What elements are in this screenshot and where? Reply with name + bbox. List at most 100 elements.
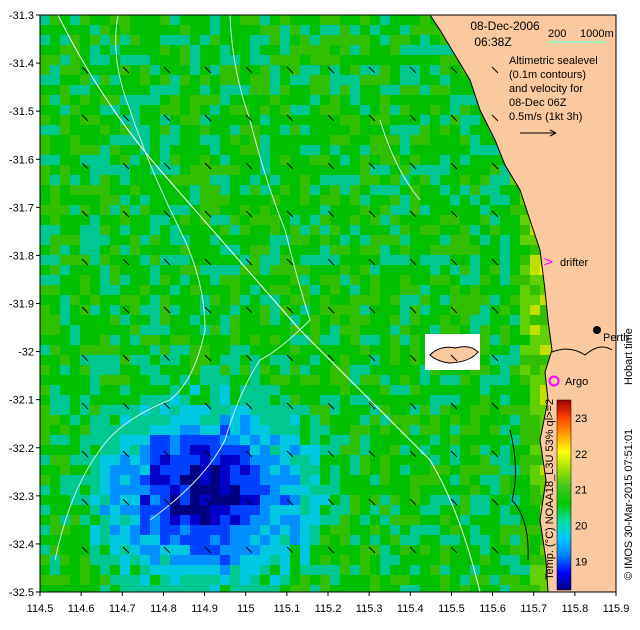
sst-cell bbox=[190, 35, 200, 45]
sst-cell bbox=[370, 575, 380, 585]
sst-cell bbox=[300, 315, 310, 325]
sst-cell bbox=[40, 575, 50, 585]
sst-cell bbox=[180, 495, 190, 505]
sst-cell bbox=[240, 365, 250, 375]
sst-cell bbox=[40, 485, 50, 495]
velocity-arrow bbox=[450, 162, 458, 170]
sst-cell bbox=[440, 465, 450, 475]
sst-cell bbox=[260, 415, 270, 425]
sst-cell bbox=[170, 105, 180, 115]
sst-cell bbox=[70, 545, 80, 555]
x-tick-label: 115.9 bbox=[603, 603, 630, 615]
sst-cell bbox=[430, 425, 440, 435]
sst-cell bbox=[200, 425, 210, 435]
sst-cell bbox=[300, 415, 310, 425]
sst-cell bbox=[60, 165, 70, 175]
sst-cell bbox=[490, 445, 500, 455]
sst-cell bbox=[380, 135, 390, 145]
sst-cell bbox=[370, 495, 380, 505]
sst-cell bbox=[340, 65, 350, 75]
sst-cell bbox=[90, 405, 100, 415]
sst-cell bbox=[440, 515, 450, 525]
sst-cell bbox=[240, 575, 250, 585]
sst-cell bbox=[450, 385, 460, 395]
sst-cell bbox=[400, 565, 410, 575]
sst-cell bbox=[320, 515, 330, 525]
sst-cell bbox=[240, 435, 250, 445]
sst-cell bbox=[50, 65, 60, 75]
sst-cell bbox=[170, 55, 180, 65]
sst-cell bbox=[250, 75, 260, 85]
sst-cell bbox=[140, 205, 150, 215]
sst-cell bbox=[390, 275, 400, 285]
sst-cell bbox=[530, 255, 540, 265]
sst-cell bbox=[530, 585, 540, 592]
sst-cell bbox=[200, 105, 210, 115]
sst-cell bbox=[310, 125, 320, 135]
sst-cell bbox=[270, 15, 280, 25]
sst-cell bbox=[60, 35, 70, 45]
sst-cell bbox=[500, 575, 510, 585]
sst-cell bbox=[80, 85, 90, 95]
sst-cell bbox=[420, 325, 430, 335]
sst-cell bbox=[70, 245, 80, 255]
sst-cell bbox=[470, 275, 480, 285]
sst-cell bbox=[480, 545, 490, 555]
sst-cell bbox=[60, 565, 70, 575]
sst-cell bbox=[450, 415, 460, 425]
sst-cell bbox=[60, 505, 70, 515]
sst-cell bbox=[140, 435, 150, 445]
sst-cell bbox=[80, 435, 90, 445]
sst-cell bbox=[80, 165, 90, 175]
sst-cell bbox=[360, 375, 370, 385]
sst-cell bbox=[390, 545, 400, 555]
sst-cell bbox=[120, 125, 130, 135]
sst-cell bbox=[190, 475, 200, 485]
sst-cell bbox=[190, 145, 200, 155]
sst-cell bbox=[240, 495, 250, 505]
sst-cell bbox=[150, 95, 160, 105]
sst-cell bbox=[150, 535, 160, 545]
sst-cell bbox=[500, 175, 510, 185]
sst-cell bbox=[120, 585, 130, 592]
sst-cell bbox=[160, 365, 170, 375]
sst-cell bbox=[250, 235, 260, 245]
sst-cell bbox=[270, 225, 280, 235]
sst-cell bbox=[80, 405, 90, 415]
velocity-arrow bbox=[450, 210, 458, 218]
sst-cell bbox=[130, 545, 140, 555]
sst-cell bbox=[60, 385, 70, 395]
sst-cell bbox=[270, 215, 280, 225]
sst-cell bbox=[430, 325, 440, 335]
sst-cell bbox=[170, 125, 180, 135]
sst-cell bbox=[40, 155, 50, 165]
sst-cell bbox=[360, 435, 370, 445]
sst-cell bbox=[80, 275, 90, 285]
sst-cell bbox=[160, 145, 170, 155]
sst-cell bbox=[500, 385, 510, 395]
sst-cell bbox=[520, 445, 530, 455]
sst-cell bbox=[80, 375, 90, 385]
sst-cell bbox=[280, 445, 290, 455]
sst-cell bbox=[230, 265, 240, 275]
velocity-arrow bbox=[286, 354, 294, 362]
sst-cell bbox=[40, 465, 50, 475]
sst-cell bbox=[210, 465, 220, 475]
sst-cell bbox=[120, 265, 130, 275]
sst-cell bbox=[330, 25, 340, 35]
sst-cell bbox=[420, 585, 430, 592]
sst-cell bbox=[450, 275, 460, 285]
sst-cell bbox=[320, 15, 330, 25]
sst-cell bbox=[320, 265, 330, 275]
sst-cell bbox=[470, 395, 480, 405]
sst-cell bbox=[80, 175, 90, 185]
sst-cell bbox=[270, 125, 280, 135]
sst-cell bbox=[290, 225, 300, 235]
sst-cell bbox=[330, 75, 340, 85]
sst-cell bbox=[500, 355, 510, 365]
sst-cell bbox=[310, 195, 320, 205]
sst-cell bbox=[230, 395, 240, 405]
sst-cell bbox=[40, 275, 50, 285]
sst-cell bbox=[310, 175, 320, 185]
sst-cell bbox=[520, 345, 530, 355]
